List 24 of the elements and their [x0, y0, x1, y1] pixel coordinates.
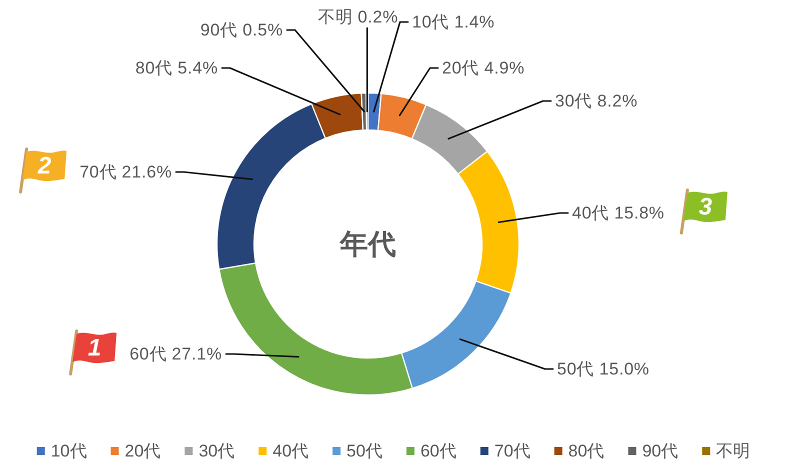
- legend-label: 20代: [124, 442, 161, 460]
- data-label: 80代 5.4%: [135, 58, 218, 78]
- data-label: 10代 1.4%: [412, 12, 495, 32]
- data-label: 70代 21.6%: [80, 162, 172, 182]
- legend-label: 70代: [494, 442, 530, 460]
- legend-label: 不明: [716, 442, 750, 460]
- annotation: 2: [38, 152, 52, 180]
- legend-label: 30代: [198, 442, 235, 460]
- data-label: 20代 4.9%: [442, 58, 525, 78]
- legend-label: 60代: [420, 442, 456, 460]
- annotation: 1: [88, 334, 102, 362]
- legend-label: 10代: [50, 442, 87, 460]
- data-label: 50代 15.0%: [557, 360, 650, 378]
- title: 年代: [340, 228, 396, 260]
- legend-label: 80代: [568, 442, 604, 460]
- data-label: 30代 8.2%: [555, 92, 638, 110]
- legend-label: 90代: [642, 442, 678, 460]
- data-label: 60代 27.1%: [130, 344, 222, 364]
- data-label: 90代 0.5%: [200, 20, 283, 40]
- data-label: 40代 15.8%: [572, 204, 664, 222]
- annotation: 3: [698, 194, 712, 220]
- data-label: 不明 0.2%: [318, 8, 398, 26]
- legend-label: 50代: [346, 442, 382, 460]
- legend-label: 40代: [272, 442, 309, 460]
